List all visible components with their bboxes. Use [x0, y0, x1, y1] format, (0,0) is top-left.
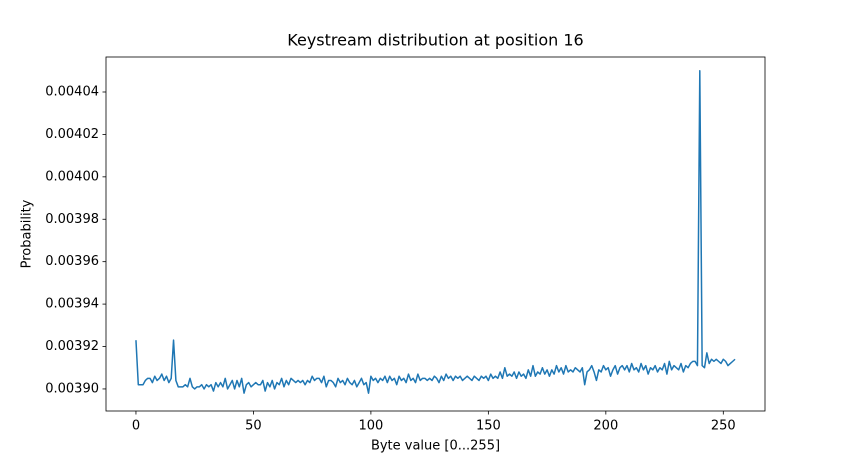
y-tick-label: 0.00396: [45, 254, 99, 269]
y-tick-label: 0.00392: [45, 339, 99, 354]
x-tick-label: 100: [358, 419, 383, 434]
x-axis-label: Byte value [0...255]: [371, 439, 500, 454]
x-tick-label: 50: [245, 419, 262, 434]
chart-title: Keystream distribution at position 16: [287, 31, 583, 50]
plot-frame: [105, 56, 766, 412]
y-tick-label: 0.00398: [45, 212, 99, 227]
y-tick-label: 0.00394: [45, 297, 99, 312]
y-tick-label: 0.00400: [45, 169, 99, 184]
x-tick-label: 250: [711, 419, 736, 434]
x-tick-label: 150: [476, 419, 501, 434]
x-tick-label: 0: [132, 419, 140, 434]
x-tick-label: 200: [593, 419, 618, 434]
y-tick-label: 0.00404: [45, 84, 99, 99]
data-line: [135, 70, 736, 394]
y-tick-label: 0.00390: [45, 381, 99, 396]
y-axis-label: Probability: [20, 199, 35, 268]
y-tick-label: 0.00402: [45, 127, 99, 142]
